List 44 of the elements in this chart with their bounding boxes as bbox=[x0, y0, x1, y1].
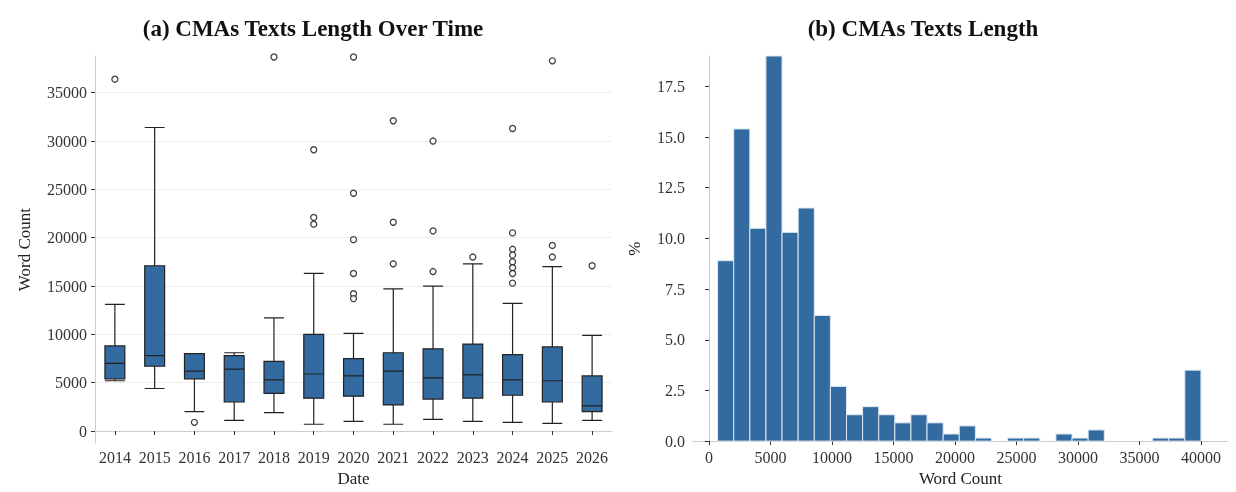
x-tick-label: 2017 bbox=[218, 448, 251, 466]
y-tick-label: 12.5 bbox=[657, 179, 685, 197]
x-tick-label: 2022 bbox=[417, 448, 450, 466]
y-tick-label: 5.0 bbox=[665, 331, 685, 349]
x-tick-label: 2016 bbox=[178, 448, 211, 466]
x-tick-label: 2015 bbox=[138, 448, 171, 466]
y-tick-label: 15.0 bbox=[657, 128, 685, 146]
y-tick-label: 25000 bbox=[47, 180, 87, 198]
x-tick-label: 15000 bbox=[873, 448, 914, 466]
x-tick-label: 40000 bbox=[1180, 448, 1221, 466]
x-tick-label: 2023 bbox=[456, 448, 489, 466]
x-tick-label: 25000 bbox=[996, 448, 1037, 466]
y-axis-title: Word Count bbox=[15, 207, 34, 292]
x-tick-label: 10000 bbox=[811, 448, 852, 466]
y-tick-label: 0.0 bbox=[665, 432, 685, 450]
y-tick-label: 0 bbox=[79, 422, 87, 440]
x-tick-label: 5000 bbox=[754, 448, 787, 466]
y-tick-label: 20000 bbox=[47, 229, 87, 247]
x-tick-label: 2020 bbox=[337, 448, 370, 466]
x-tick-label: 0 bbox=[704, 448, 713, 466]
x-axis-title: Word Count bbox=[918, 469, 1003, 488]
x-tick-label: 35000 bbox=[1119, 448, 1160, 466]
chart-title: (a) CMAs Texts Length Over Time bbox=[142, 16, 484, 41]
y-tick-label: 2.5 bbox=[665, 381, 685, 399]
y-tick-label: 15000 bbox=[47, 277, 87, 295]
y-tick-label: 10000 bbox=[47, 325, 87, 343]
y-tick-label: 7.5 bbox=[665, 280, 685, 298]
x-tick-label: 2018 bbox=[257, 448, 290, 466]
x-tick-label: 2014 bbox=[98, 448, 131, 466]
x-tick-label: 30000 bbox=[1057, 448, 1098, 466]
y-tick-label: 10.0 bbox=[657, 229, 685, 247]
x-tick-label: 2024 bbox=[496, 448, 529, 466]
x-tick-label: 2025 bbox=[536, 448, 569, 466]
chart-title: (b) CMAs Texts Length bbox=[807, 16, 1039, 41]
x-tick-label: 2021 bbox=[377, 448, 410, 466]
x-tick-label: 2026 bbox=[576, 448, 609, 466]
y-tick-label: 5000 bbox=[55, 374, 87, 392]
y-tick-label: 30000 bbox=[47, 132, 87, 150]
y-axis-title: % bbox=[625, 241, 644, 256]
x-axis-title: Date bbox=[337, 469, 370, 488]
y-tick-label: 17.5 bbox=[657, 77, 685, 95]
x-tick-label: 2019 bbox=[297, 448, 330, 466]
y-tick-label: 35000 bbox=[47, 84, 87, 102]
x-tick-label: 20000 bbox=[934, 448, 975, 466]
